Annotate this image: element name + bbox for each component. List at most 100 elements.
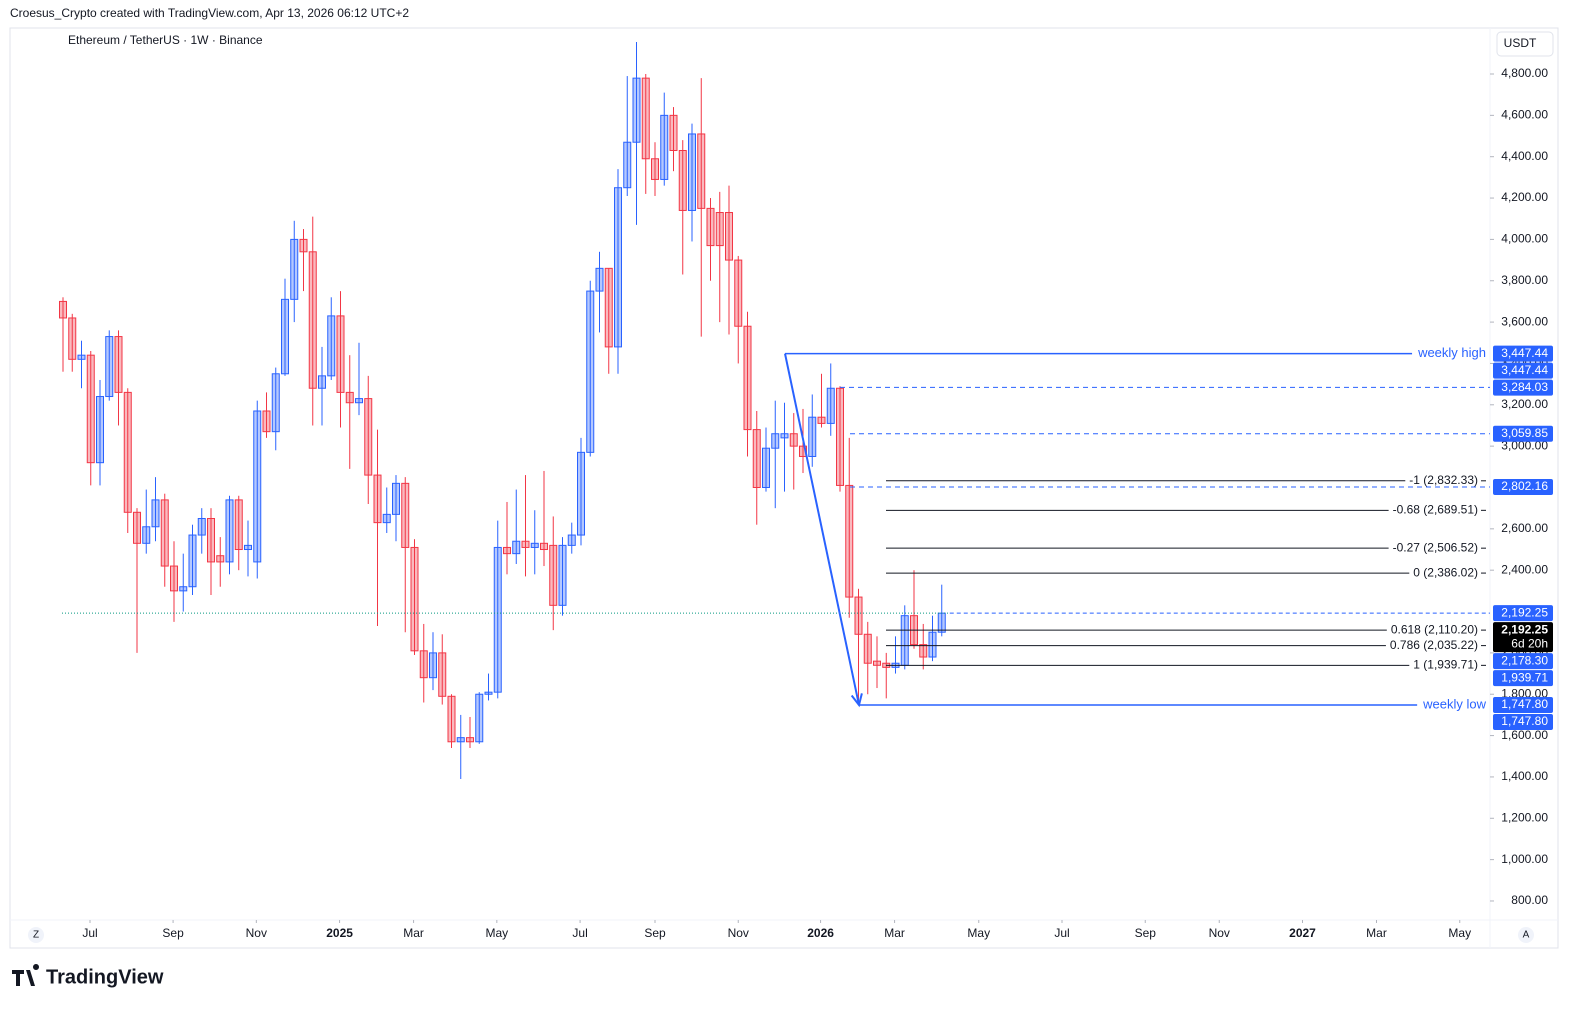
candle [623,76,632,196]
y-tick-label: 2,600.00 [1501,521,1548,535]
candle-body [133,511,142,544]
axis-price-text: 1,939.71 [1501,670,1548,684]
candle [327,297,336,380]
axis-price-label: 2,178.30 [1493,653,1553,670]
axis-price-label: 2,802.16 [1493,479,1553,496]
y-tick-label: 3,200.00 [1501,397,1548,411]
candle [77,340,86,389]
candle [410,539,419,655]
candle-body [752,429,761,488]
y-tick-label: 4,800.00 [1501,66,1548,80]
candle [660,92,669,186]
candle [752,410,761,525]
candle-body [900,615,909,666]
candle-body [530,542,539,548]
candle-body [771,433,780,449]
candle [521,475,530,577]
candle-body [715,212,724,247]
candle [281,278,290,376]
x-tick-label: Sep [644,926,666,940]
candle [86,351,95,486]
axis-price-label: 1,747.80 [1493,714,1553,731]
arrow-head [850,693,863,708]
candle-body [863,633,872,664]
candle [114,330,123,426]
fib-label: 1 (1,939.71) [1413,658,1478,672]
candle [586,280,595,457]
candle [447,694,456,748]
candle-body [651,158,660,180]
axis-price-text: 6d 20h [1511,636,1548,650]
candle-body [170,565,179,592]
candle [484,673,493,701]
axis-price-box [1493,362,1553,379]
currency-button[interactable] [1496,31,1554,57]
y-tick-label: 3,800.00 [1501,273,1548,287]
candle-body [160,499,169,567]
candle-body [123,391,132,513]
candle [725,185,734,335]
candle-body [789,433,798,447]
fib-label: 0.786 (2,035.22) [1390,638,1478,652]
x-tick-label: Nov [246,926,267,940]
candle-body [484,691,493,695]
x-tick-label: Mar [1366,926,1387,940]
a-button[interactable] [1518,927,1534,943]
candle [105,330,114,401]
axis-price-box [1493,622,1553,653]
candle-body [623,141,632,189]
candle-body [345,391,354,404]
candle [68,313,77,372]
candle-body [688,133,697,211]
candle [271,367,280,451]
candle [123,388,132,533]
y-tick-label: 4,400.00 [1501,149,1548,163]
candle-body [382,513,391,524]
candle-body [475,693,484,743]
candle [706,198,715,281]
candle [401,477,410,633]
y-tick-label: 2,400.00 [1501,562,1548,576]
candle [873,636,882,689]
candle-body [308,251,317,389]
candle-body [281,298,290,375]
x-tick-label: May [1448,926,1471,940]
candle-body [262,410,271,433]
candle [512,489,521,564]
candle-body [197,518,206,536]
candle [475,692,484,744]
candle [429,632,438,691]
candle [919,623,928,670]
axis-price-label: 3,447.44 [1493,345,1553,362]
candle [789,413,798,490]
candle-body [225,499,234,563]
candle [604,267,613,374]
candle-body [725,212,734,261]
candle-body [59,300,68,319]
candle [290,220,299,323]
y-tick-label: 4,600.00 [1501,108,1548,122]
candle [253,400,262,579]
z-button[interactable] [28,927,44,943]
x-tick-label: Jul [1054,926,1069,940]
axis-price-box [1493,379,1553,396]
candle-body [512,540,521,555]
plot-area [59,41,946,780]
a-label[interactable]: A [1523,930,1530,941]
candle-body [401,482,410,548]
candle-body [632,77,641,143]
candle-body [438,652,447,697]
z-label[interactable]: Z [33,930,39,941]
fib-label: 0 (2,386.02) [1413,565,1478,579]
currency-label[interactable]: USDT [1504,36,1537,50]
candle-body [466,737,475,743]
axis-price-label: 3,447.44 [1493,362,1553,379]
candle [715,191,724,323]
axis-price-label: 3,059.85 [1493,425,1553,442]
candle [826,363,835,436]
candle [160,493,169,587]
candle-body [604,267,613,348]
candle [133,508,142,653]
attribution: Croesus_Crypto created with TradingView.… [10,6,409,20]
candle-body [318,375,327,389]
